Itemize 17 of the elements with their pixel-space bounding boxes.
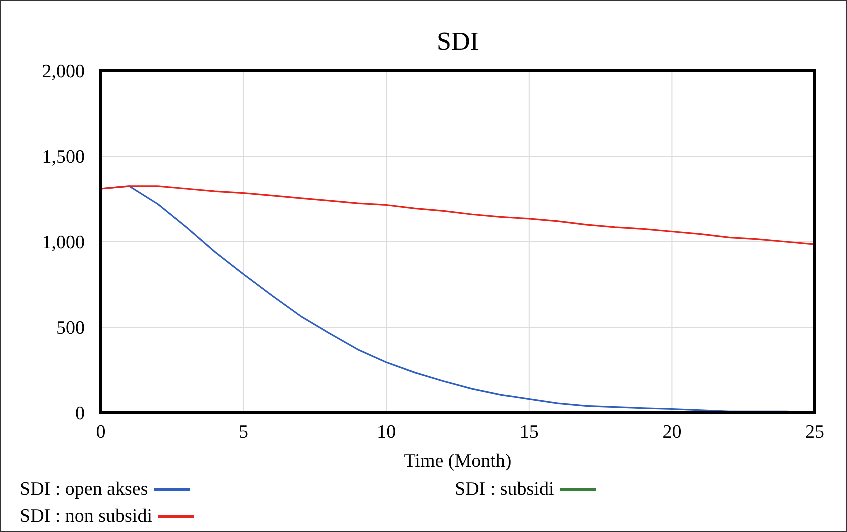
x-tick-label: 0 [96, 422, 106, 443]
legend-label: SDI : non subsidi [20, 506, 152, 527]
legend-label: SDI : subsidi [455, 479, 554, 500]
line-series [100, 186, 816, 246]
x-tick-label: 20 [662, 422, 682, 443]
y-tick-label: 500 [56, 318, 85, 340]
x-tick-label: 10 [377, 422, 396, 443]
y-tick-label: 1,500 [42, 147, 85, 168]
legend-label: SDI : open akses [20, 479, 148, 500]
chart-title: SDI [437, 27, 479, 56]
x-tick-label: 15 [520, 422, 539, 443]
x-tick-label: 5 [239, 422, 249, 443]
x-axis-title: Time (Month) [404, 451, 512, 472]
x-tick-label: 25 [806, 422, 824, 443]
y-tick-label: 2,000 [42, 62, 85, 83]
y-tick-label: 0 [76, 404, 85, 425]
y-tick-label: 1,000 [42, 232, 85, 254]
